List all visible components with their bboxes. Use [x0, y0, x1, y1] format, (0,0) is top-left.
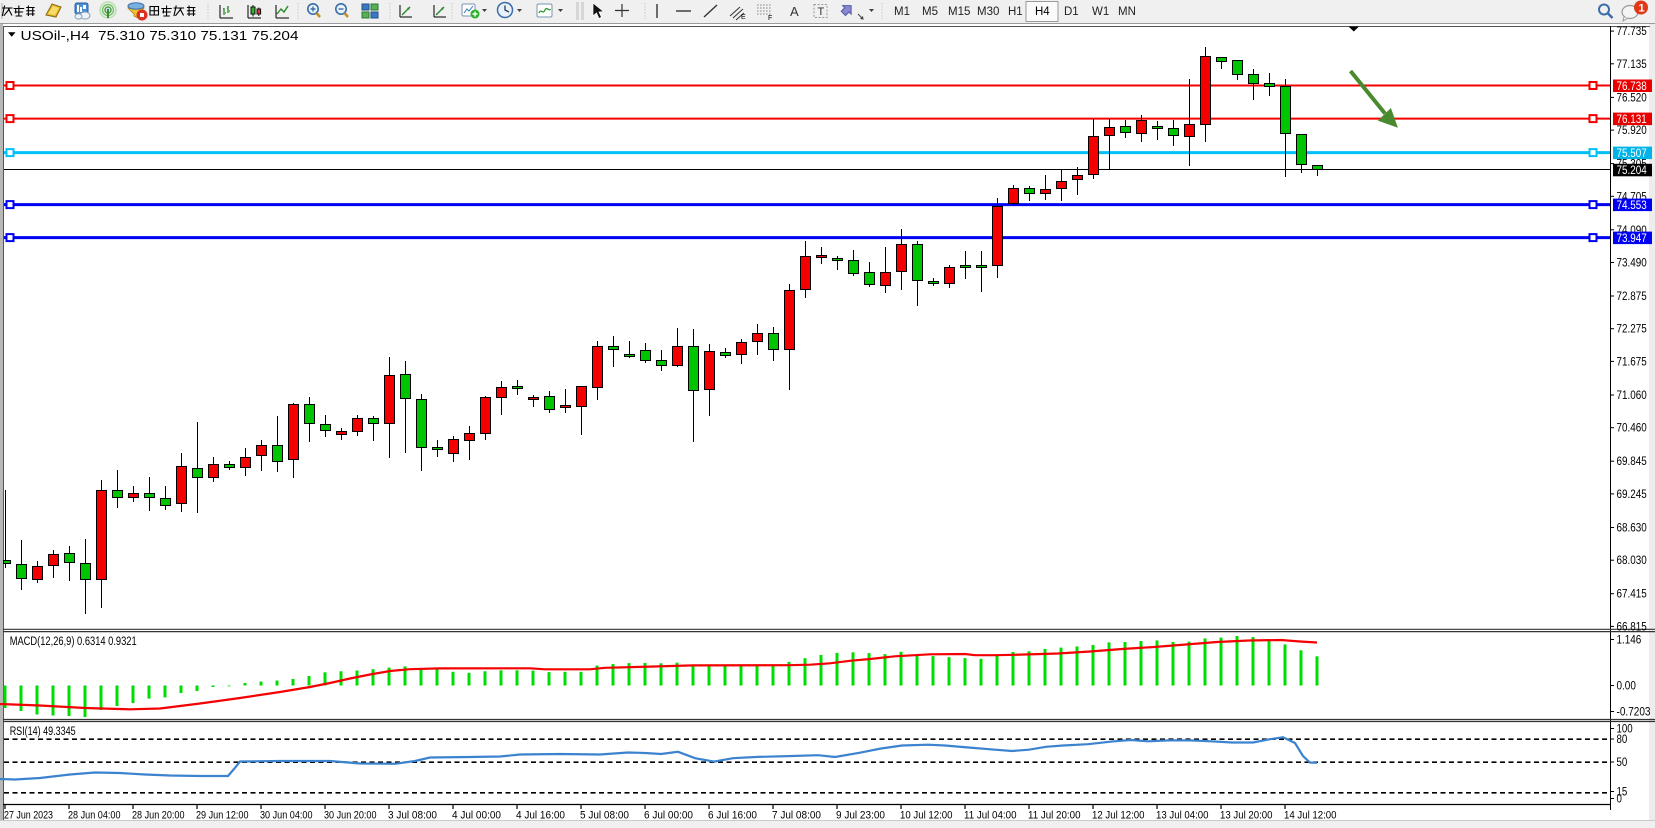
svg-text:W1: W1 [1092, 6, 1109, 18]
svg-text:4 Jul 00:00: 4 Jul 00:00 [452, 810, 501, 822]
svg-text:A: A [790, 4, 799, 19]
svg-text:72.275: 72.275 [1617, 324, 1647, 336]
svg-text:15: 15 [1617, 787, 1628, 799]
svg-text:MN: MN [1118, 6, 1136, 18]
svg-text:6 Jul 16:00: 6 Jul 16:00 [708, 810, 757, 822]
svg-text:H1: H1 [1008, 6, 1023, 18]
svg-text:76.131: 76.131 [1617, 114, 1647, 126]
svg-text:13 Jul 20:00: 13 Jul 20:00 [1220, 810, 1273, 822]
svg-text:1.146: 1.146 [1617, 635, 1642, 647]
svg-text:69.245: 69.245 [1617, 489, 1647, 501]
svg-text:14 Jul 12:00: 14 Jul 12:00 [1284, 810, 1337, 822]
svg-text:80: 80 [1617, 734, 1628, 746]
svg-text:67.415: 67.415 [1617, 589, 1647, 601]
svg-text:30 Jun 20:00: 30 Jun 20:00 [324, 810, 377, 822]
svg-text:11 Jul 04:00: 11 Jul 04:00 [964, 810, 1017, 822]
svg-text:28 Jun 20:00: 28 Jun 20:00 [132, 810, 185, 822]
svg-text:66.815: 66.815 [1617, 621, 1647, 633]
svg-text:76.520: 76.520 [1617, 92, 1647, 104]
svg-text:75.920: 75.920 [1617, 125, 1647, 137]
svg-text:M5: M5 [922, 6, 938, 18]
svg-text:6 Jul 00:00: 6 Jul 00:00 [644, 810, 693, 822]
svg-text:73.490: 73.490 [1617, 258, 1647, 270]
svg-text:9 Jul 23:00: 9 Jul 23:00 [836, 810, 885, 822]
svg-text:F: F [768, 15, 772, 22]
svg-text:10 Jul 12:00: 10 Jul 12:00 [900, 810, 953, 822]
svg-text:75.507: 75.507 [1617, 148, 1647, 160]
svg-text:RSI(14) 49.3345: RSI(14) 49.3345 [10, 726, 76, 738]
svg-text:0.00: 0.00 [1617, 681, 1636, 693]
svg-text:68.630: 68.630 [1617, 523, 1647, 535]
svg-text:74.553: 74.553 [1617, 200, 1647, 212]
svg-text:1: 1 [1639, 3, 1645, 15]
svg-text:7 Jul 08:00: 7 Jul 08:00 [772, 810, 821, 822]
svg-text:68.030: 68.030 [1617, 555, 1647, 567]
svg-text:USOil-,H4 75.310 75.310 75.13: USOil-,H4 75.310 75.310 75.131 75.204 [21, 28, 299, 43]
svg-text:77.135: 77.135 [1617, 59, 1647, 71]
svg-text:5 Jul 08:00: 5 Jul 08:00 [580, 810, 629, 822]
svg-text:27 Jun 2023: 27 Jun 2023 [4, 810, 53, 822]
svg-text:75.204: 75.204 [1617, 165, 1648, 177]
svg-text:-0.7203: -0.7203 [1617, 707, 1651, 719]
svg-text:100: 100 [1617, 724, 1633, 736]
svg-text:H4: H4 [1035, 6, 1050, 18]
svg-text:71.060: 71.060 [1617, 390, 1647, 402]
svg-text:D1: D1 [1064, 6, 1079, 18]
svg-text:70.460: 70.460 [1617, 423, 1647, 435]
svg-text:12 Jul 12:00: 12 Jul 12:00 [1092, 810, 1145, 822]
svg-text:71.675: 71.675 [1617, 356, 1647, 368]
svg-text:3 Jul 08:00: 3 Jul 08:00 [388, 810, 437, 822]
svg-text:M30: M30 [977, 6, 999, 18]
svg-text:50: 50 [1617, 757, 1628, 769]
svg-text:69.845: 69.845 [1617, 456, 1647, 468]
svg-text:30 Jun 04:00: 30 Jun 04:00 [260, 810, 313, 822]
svg-text:11 Jul 20:00: 11 Jul 20:00 [1028, 810, 1081, 822]
svg-text:T: T [818, 6, 825, 18]
svg-text:77.735: 77.735 [1617, 26, 1647, 38]
svg-text:MACD(12,26,9) 0.6314 0.9321: MACD(12,26,9) 0.6314 0.9321 [10, 636, 137, 648]
svg-text:M1: M1 [894, 6, 910, 18]
svg-text:29 Jun 12:00: 29 Jun 12:00 [196, 810, 249, 822]
svg-text:76.738: 76.738 [1617, 81, 1647, 93]
svg-text:M15: M15 [948, 6, 970, 18]
svg-text:13 Jul 04:00: 13 Jul 04:00 [1156, 810, 1209, 822]
svg-text:0: 0 [1617, 794, 1622, 806]
svg-text:28 Jun 04:00: 28 Jun 04:00 [68, 810, 121, 822]
svg-text:73.947: 73.947 [1617, 233, 1647, 245]
svg-text:E: E [741, 14, 746, 21]
svg-text:72.875: 72.875 [1617, 291, 1647, 303]
svg-text:4 Jul 16:00: 4 Jul 16:00 [516, 810, 565, 822]
